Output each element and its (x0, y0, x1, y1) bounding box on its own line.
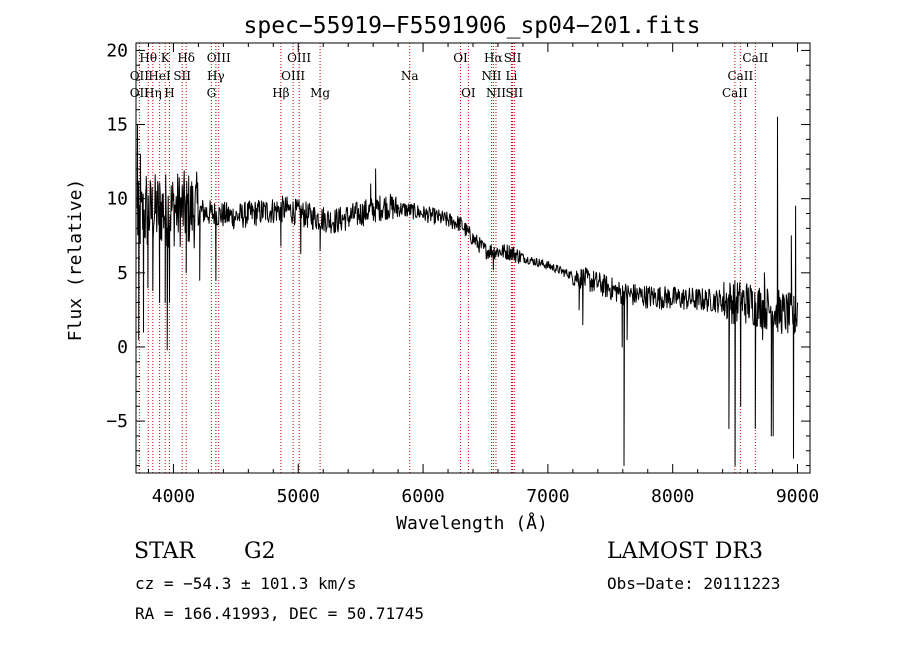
y-axis-label: Flux (relative) (65, 179, 86, 342)
line-marker-label: HeI (148, 69, 171, 83)
x-tick-label: 7000 (526, 486, 569, 507)
object-class: STAR (134, 539, 195, 564)
y-axis-ticks: −5 0 5 10 15 20 (106, 40, 810, 467)
line-marker-label: NII (481, 69, 501, 83)
y-tick-label: 10 (106, 189, 128, 210)
y-tick-label: −5 (106, 411, 128, 432)
line-marker-label: OI (461, 86, 476, 100)
line-marker-label: NII (486, 86, 506, 100)
x-axis-label: Wavelength (Å) (396, 512, 548, 534)
line-marker-label: G (207, 86, 217, 100)
x-tick-label: 4000 (152, 486, 195, 507)
x-tick-label: 9000 (776, 486, 819, 507)
line-marker-label: Hγ (207, 69, 225, 83)
line-marker-label: K (161, 51, 171, 65)
x-tick-label: 5000 (277, 486, 320, 507)
line-marker-group: Hθ OII OII K HeI Hη SII H Hδ OIII Hγ G OIII OIII Hβ Mg N… (130, 43, 768, 473)
line-marker-label: OIII (281, 69, 305, 83)
x-tick-label: 8000 (651, 486, 694, 507)
y-tick-label: 0 (117, 337, 128, 358)
spectral-subclass: G2 (244, 539, 276, 564)
spectrum-group (136, 116, 798, 467)
line-marker-label: OII (130, 69, 150, 83)
line-marker-label: SII (173, 69, 191, 83)
line-marker-label: OII (130, 86, 150, 100)
line-marker-label: CaII (727, 69, 753, 83)
line-marker-label: CaII (742, 51, 768, 65)
y-tick-label: 15 (106, 115, 128, 136)
radial-velocity: cz = −54.3 ± 101.3 km/s (135, 574, 357, 593)
x-axis-ticks: 4000 5000 6000 7000 8000 9000 (147, 43, 819, 507)
sky-coordinates: RA = 166.41993, DEC = 50.71745 (135, 604, 424, 623)
line-marker-label: OI (453, 51, 468, 65)
line-marker-label: Hβ (272, 86, 289, 100)
y-tick-label: 20 (106, 40, 128, 61)
chart-title: spec−55919−F5591906_sp04−201.fits (244, 13, 701, 39)
spectrum-line (136, 116, 798, 467)
line-marker-label: Mg (310, 86, 330, 100)
line-marker-label: Hα (484, 51, 503, 65)
line-marker-label: Hθ (139, 51, 157, 65)
line-marker-label: Na (401, 69, 419, 83)
line-marker-label: Li (506, 69, 518, 83)
x-tick-label: 6000 (401, 486, 444, 507)
line-marker-label: CaII (722, 86, 748, 100)
line-marker-label: Hδ (177, 51, 195, 65)
line-marker-label: SII (504, 51, 522, 65)
line-marker-label: SII (505, 86, 523, 100)
line-marker-label: Hη (144, 86, 162, 100)
line-marker-label: OIII (287, 51, 311, 65)
observation-date: Obs−Date: 20111223 (607, 574, 781, 593)
y-tick-label: 5 (117, 263, 128, 284)
survey-name: LAMOST DR3 (607, 539, 763, 564)
plot-frame (135, 42, 811, 474)
line-marker-label: H (164, 86, 174, 100)
line-marker-label: OIII (207, 51, 231, 65)
